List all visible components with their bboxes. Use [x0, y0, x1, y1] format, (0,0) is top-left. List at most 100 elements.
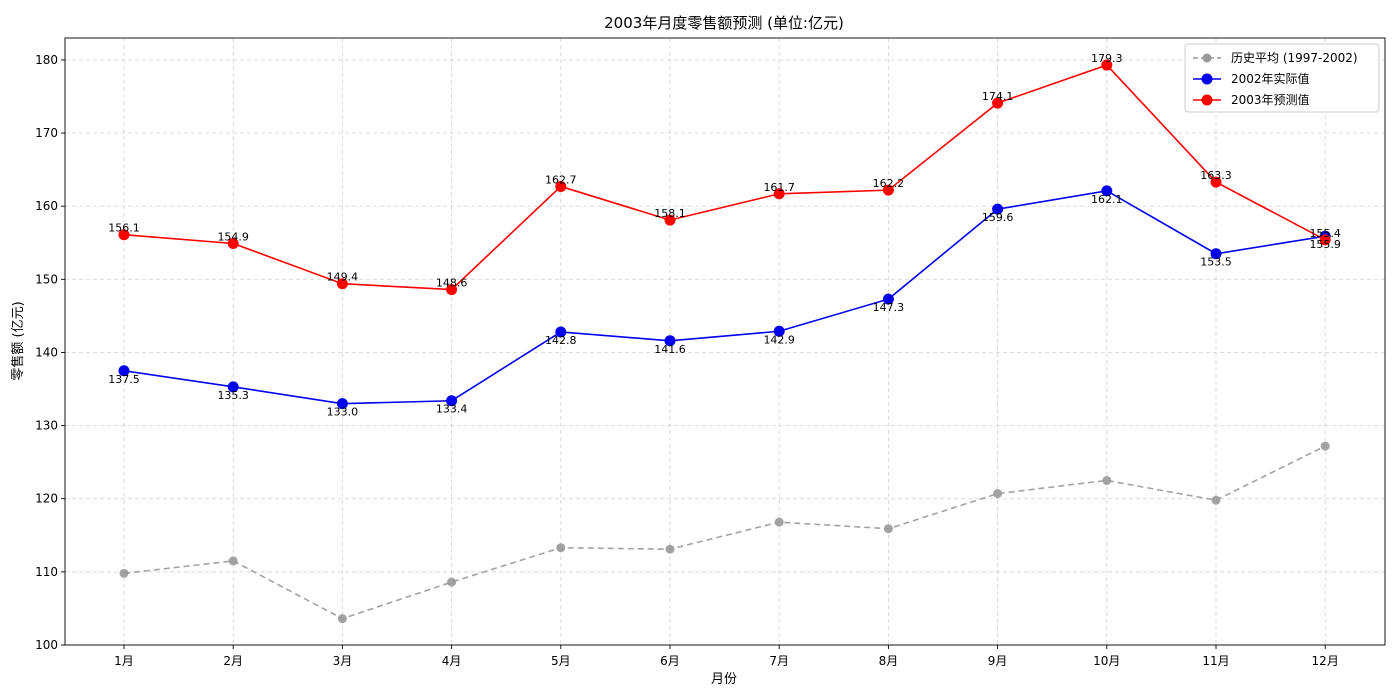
data-point [1210, 248, 1222, 260]
data-point [118, 229, 130, 241]
data-point [1211, 495, 1221, 505]
data-label: 159.6 [982, 211, 1014, 224]
legend-item: 历史平均 (1997-2002) [1193, 51, 1358, 65]
x-tick-label: 11月 [1202, 654, 1229, 668]
x-tick-label: 9月 [988, 654, 1008, 668]
x-tick-label: 12月 [1312, 654, 1339, 668]
data-point [1101, 59, 1113, 71]
data-point [1101, 185, 1113, 197]
data-labels: 137.5 135.3 133.0 133.4 142.8 141.6 142.9 147.3… [108, 52, 1341, 419]
data-label: 155.4 [1309, 227, 1341, 240]
x-tick-label: 8月 [879, 654, 899, 668]
data-label: 142.9 [763, 333, 795, 346]
data-point [555, 326, 567, 338]
x-tick-label: 4月 [442, 654, 462, 668]
y-tick-label: 140 [35, 345, 58, 359]
y-tick-label: 110 [35, 565, 58, 579]
y-axis-ticks: 100 110 120 130 140 150 160 170 180 [35, 53, 65, 652]
x-tick-label: 1月 [114, 654, 134, 668]
data-label: 148.6 [436, 277, 468, 290]
data-point [118, 365, 130, 377]
series-line [123, 64, 1326, 291]
data-label: 162.7 [545, 173, 577, 186]
y-tick-label: 130 [35, 419, 58, 433]
data-label: 174.1 [982, 90, 1014, 103]
data-point [447, 577, 457, 587]
data-point [228, 556, 238, 566]
data-label: 147.3 [873, 301, 905, 314]
legend-marker [1202, 53, 1212, 63]
data-label: 133.0 [327, 406, 359, 419]
data-point [665, 544, 675, 554]
data-label: 137.5 [108, 373, 140, 386]
data-point [336, 278, 348, 290]
chart-title: 2003年月度零售额预测 (单位:亿元) [604, 14, 844, 32]
data-label: 158.1 [654, 207, 686, 220]
data-label: 153.5 [1200, 256, 1232, 269]
data-label: 142.8 [545, 334, 577, 347]
series-layer [118, 59, 1331, 624]
data-point [882, 293, 894, 305]
data-label: 141.6 [654, 343, 686, 356]
data-point [1319, 234, 1331, 246]
x-tick-label: 3月 [333, 654, 353, 668]
data-label: 156.1 [108, 222, 140, 235]
legend-marker [1201, 73, 1213, 85]
legend-label: 历史平均 (1997-2002) [1231, 51, 1358, 65]
x-axis-ticks: 1月 2月 3月 4月 5月 6月 7月 8月 9月 10月 11月 12月 [114, 645, 1339, 668]
grid-lines [65, 38, 1385, 646]
data-point [882, 184, 894, 196]
legend: 历史平均 (1997-2002) 2002年实际值 2003年预测值 [1184, 43, 1380, 113]
data-point [992, 203, 1004, 215]
data-point [227, 381, 239, 393]
legend-item: 2003年预测值 [1193, 92, 1310, 107]
x-axis-label: 月份 [711, 672, 737, 687]
y-tick-label: 180 [35, 53, 58, 67]
data-point [774, 517, 784, 527]
data-point [1320, 441, 1330, 451]
y-tick-label: 160 [35, 199, 58, 213]
x-tick-label: 2月 [223, 654, 243, 668]
data-point [337, 614, 347, 624]
data-point [664, 335, 676, 347]
legend-label: 2003年预测值 [1231, 92, 1310, 107]
x-tick-label: 10月 [1093, 654, 1120, 668]
data-label: 161.7 [763, 181, 795, 194]
data-label: 163.3 [1200, 169, 1232, 182]
data-label: 135.3 [217, 389, 249, 402]
data-label: 149.4 [327, 271, 359, 284]
data-point [556, 543, 566, 553]
plot-area-frame [64, 37, 1386, 646]
data-point [227, 238, 239, 250]
data-point [119, 568, 129, 578]
series-2 [118, 59, 1331, 296]
y-tick-label: 100 [35, 638, 58, 652]
x-tick-label: 7月 [769, 654, 789, 668]
data-point [1210, 176, 1222, 188]
data-label: 162.1 [1091, 193, 1123, 206]
legend-box [1184, 43, 1380, 113]
legend-item: 2002年实际值 [1193, 71, 1310, 86]
data-label: 155.9 [1309, 238, 1341, 251]
data-point [555, 180, 567, 192]
x-tick-label: 6月 [660, 654, 680, 668]
data-label: 179.3 [1091, 52, 1123, 65]
series-0 [119, 441, 1330, 624]
y-tick-label: 170 [35, 126, 58, 140]
y-tick-label: 120 [35, 492, 58, 506]
data-point [773, 188, 785, 200]
data-point [336, 398, 348, 410]
data-point [1102, 475, 1112, 485]
data-point [446, 395, 458, 407]
legend-label: 2002年实际值 [1231, 71, 1310, 86]
data-label: 133.4 [436, 403, 468, 416]
data-point [883, 524, 893, 534]
y-tick-label: 150 [35, 272, 58, 286]
x-tick-label: 5月 [551, 654, 571, 668]
y-axis-label: 零售额 (亿元) [10, 301, 26, 380]
data-point [993, 489, 1003, 499]
data-point [446, 284, 458, 296]
series-line [123, 190, 1326, 405]
